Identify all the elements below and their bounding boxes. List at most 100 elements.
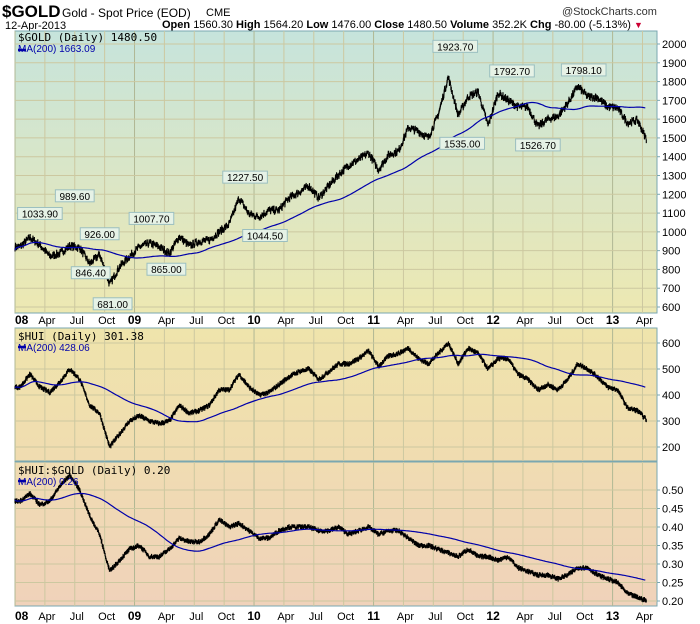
- chg-label: Chg: [530, 19, 552, 31]
- bottom-x-tick-label: 12: [486, 609, 500, 623]
- low-value: 1476.00: [331, 19, 372, 31]
- price-annotation-label: 1227.50: [227, 173, 264, 184]
- middle-x-tick-label: Apr: [158, 315, 175, 327]
- middle-x-tick-label: 13: [606, 313, 620, 327]
- price-annotation-box: [17, 206, 63, 220]
- high-value: 1564.20: [263, 19, 304, 31]
- middle-x-tick-label: 12: [486, 313, 500, 327]
- gold-y-tick-label: 600: [662, 302, 680, 314]
- hui-ma200-line: [14, 353, 646, 423]
- price-annotation-box: [222, 170, 268, 184]
- middle-x-tick-label: Apr: [636, 315, 653, 327]
- middle-x-tick-label: Jul: [70, 315, 84, 327]
- middle-x-tick-label: 09: [128, 313, 142, 327]
- ratio-y-tick-label: 0.25: [662, 578, 683, 590]
- price-annotation-box: [79, 227, 120, 241]
- bottom-x-tick-label: Oct: [457, 611, 474, 623]
- gold-y-tick-label: 1500: [662, 133, 686, 145]
- gold-y-tick-label: 800: [662, 264, 680, 276]
- gold-y-tick-label: 1900: [662, 58, 686, 70]
- bottom-x-tick-label: Oct: [98, 611, 115, 623]
- chg-value: -80.00 (-5.13%): [554, 19, 631, 31]
- hui-price-line: [14, 341, 647, 449]
- middle-x-tick-label: Apr: [397, 315, 414, 327]
- ratio-y-tick-label: 0.40: [662, 522, 683, 534]
- bottom-x-tick-label: Oct: [576, 611, 593, 623]
- middle-x-tick-label: Jul: [548, 315, 562, 327]
- low-label: Low: [306, 19, 329, 31]
- price-annotation-label: 1007.70: [133, 214, 170, 225]
- ratio-ma-legend: MA(200) 0.26: [18, 477, 79, 488]
- gold-y-tick-label: 1600: [662, 114, 686, 126]
- open-label: Open: [162, 19, 191, 31]
- price-annotation-box: [560, 63, 607, 77]
- exchange: CME: [206, 7, 231, 19]
- middle-x-tick-label: Oct: [576, 315, 593, 327]
- bottom-x-tick-label: Jul: [428, 611, 442, 623]
- price-annotation-label: 681.00: [97, 300, 128, 311]
- gold-y-tick-label: 1400: [662, 152, 686, 164]
- price-annotation-label: 1033.90: [22, 209, 59, 220]
- ratio-panel: [14, 461, 658, 607]
- middle-x-tick-label: 10: [247, 313, 261, 327]
- middle-x-tick-label: Apr: [516, 315, 533, 327]
- bottom-x-tick-label: Apr: [277, 611, 294, 623]
- gold-panel-title: $GOLD (Daily) 1480.50: [18, 31, 158, 44]
- gold-y-tick-label: 700: [662, 283, 680, 295]
- ratio-ma200-line: [14, 492, 646, 581]
- bottom-x-tick-label: 08: [15, 609, 29, 623]
- close-value: 1480.50: [407, 19, 448, 31]
- gold-y-tick-label: 900: [662, 246, 680, 258]
- bottom-x-tick-label: Apr: [397, 611, 414, 623]
- middle-x-tick-label: Apr: [38, 315, 55, 327]
- gold-y-tick-label: 1300: [662, 171, 686, 183]
- bottom-x-tick-label: Oct: [337, 611, 354, 623]
- price-annotation-box: [128, 211, 175, 225]
- down-arrow-icon: ▼: [633, 20, 643, 30]
- bottom-x-tick-label: Jul: [70, 611, 84, 623]
- quote-bar: Open 1560.30 High 1564.20 Low 1476.00 Cl…: [162, 19, 643, 31]
- bottom-x-tick-label: Jul: [548, 611, 562, 623]
- bottom-x-tick-label: 10: [247, 609, 261, 623]
- volume-value: 352.2K: [492, 19, 527, 31]
- price-annotation-label: 1923.70: [437, 42, 474, 53]
- volume-label: Volume: [450, 19, 490, 31]
- price-annotation-label: 865.00: [151, 265, 182, 276]
- price-annotation-box: [515, 138, 561, 152]
- middle-x-tick-label: Oct: [457, 315, 474, 327]
- middle-x-tick-label: Apr: [277, 315, 294, 327]
- bottom-x-tick-label: Apr: [636, 611, 653, 623]
- price-annotation-label: 1792.70: [494, 67, 531, 78]
- price-annotation-box: [489, 64, 535, 78]
- bottom-x-tick-label: Jul: [309, 611, 323, 623]
- price-annotation-label: 846.40: [75, 269, 106, 280]
- middle-x-tick-label: Jul: [189, 315, 203, 327]
- price-annotation-label: 1798.10: [566, 66, 603, 77]
- price-annotation-label: 1535.00: [444, 139, 481, 150]
- bottom-x-tick-label: 13: [606, 609, 620, 623]
- price-annotation-box: [146, 262, 187, 276]
- date: 12-Apr-2013: [5, 20, 67, 32]
- close-label: Close: [374, 19, 405, 31]
- gold-y-tick-label: 1800: [662, 77, 686, 89]
- copyright[interactable]: @StockCharts.com: [562, 6, 657, 18]
- bottom-x-tick-label: 11: [367, 609, 380, 623]
- open-value: 1560.30: [193, 19, 233, 31]
- bottom-x-tick-label: Apr: [516, 611, 533, 623]
- hui-ma-legend: MA(200) 428.06: [18, 343, 90, 354]
- price-annotation-label: 1044.50: [247, 232, 284, 243]
- price-annotation-box: [432, 39, 479, 53]
- middle-x-tick-label: 08: [15, 313, 29, 327]
- ratio-y-tick-label: 0.45: [662, 504, 683, 516]
- price-annotation-box: [92, 297, 133, 311]
- symbol: $GOLD: [2, 2, 61, 21]
- gold-y-tick-label: 1100: [662, 208, 686, 220]
- gold-y-tick-label: 1700: [662, 95, 686, 107]
- price-annotation-label: 1526.70: [520, 141, 557, 152]
- price-annotation-box: [242, 229, 288, 243]
- middle-x-tick-label: Jul: [309, 315, 323, 327]
- price-annotation-box: [439, 136, 486, 150]
- gold-y-tick-label: 2000: [662, 39, 686, 51]
